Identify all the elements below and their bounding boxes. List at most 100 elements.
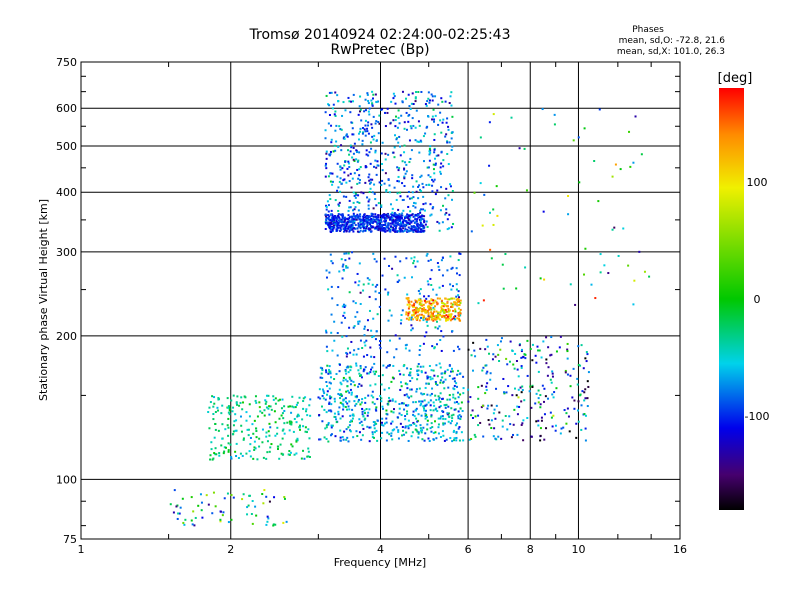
data-point [261,411,264,414]
data-point [373,192,376,195]
data-point [354,395,357,398]
data-point [349,226,352,229]
data-point [406,223,409,226]
data-point [400,385,403,388]
data-point [359,291,362,294]
data-point [414,309,417,312]
data-point [358,383,361,386]
data-point [377,120,380,123]
data-point [566,342,569,345]
data-point [348,225,351,228]
data-point [248,450,251,453]
data-point [380,423,383,426]
data-point [446,412,449,415]
data-point [457,290,460,293]
data-point [399,227,402,230]
data-point [392,220,395,223]
data-point [500,337,503,340]
data-point [336,332,339,335]
data-point [409,367,412,370]
data-point [438,318,441,321]
data-point [434,316,437,319]
data-point [584,357,587,360]
data-point [459,407,462,410]
data-point [467,400,470,403]
data-point [328,104,331,107]
data-point [453,301,456,304]
data-point [381,169,384,172]
data-point [542,210,545,213]
data-point [408,139,411,142]
data-point [325,345,328,348]
data-point [412,413,415,416]
data-point [473,191,476,194]
data-point [462,439,465,442]
data-point [327,440,330,443]
data-point [551,370,554,373]
data-point [443,311,446,314]
data-point [221,423,224,426]
data-point [453,377,456,380]
data-point [230,518,233,521]
data-point [335,418,338,421]
data-point [420,216,423,219]
data-point [375,204,378,207]
data-point [499,348,502,351]
data-point [342,408,345,411]
data-point [404,415,407,418]
data-point [339,220,342,223]
data-point [441,315,444,318]
data-point [368,107,371,110]
data-point [325,152,328,155]
data-point [428,159,431,162]
data-point [427,259,430,262]
data-point [405,224,408,227]
data-point [268,422,271,425]
data-point [268,405,271,408]
data-point [339,168,342,171]
data-point [253,446,256,449]
data-point [353,159,356,162]
data-point [456,317,459,320]
data-point [457,259,460,262]
data-point [355,149,358,152]
data-point [374,93,377,96]
data-point [370,214,373,217]
data-point [459,301,462,304]
data-point [430,213,433,216]
data-point [393,408,396,411]
data-point [418,349,421,352]
data-point [370,394,373,397]
data-point [360,401,363,404]
data-point [442,204,445,207]
data-point [506,428,509,431]
data-point [348,230,351,233]
data-point [366,130,369,133]
data-point [442,422,445,425]
data-point [449,185,452,188]
data-point [397,169,400,172]
data-point [584,397,587,400]
data-point [361,407,364,410]
data-point [392,411,395,414]
data-point [256,458,259,461]
data-point [351,225,354,228]
data-point [607,272,610,275]
data-point [430,308,433,311]
data-point [362,131,365,134]
data-point [367,200,370,203]
data-point [406,216,409,219]
data-point [426,423,429,426]
data-point [228,413,231,416]
data-point [375,173,378,176]
data-point [383,218,386,221]
data-point [422,208,425,211]
data-point [399,260,402,263]
data-point [337,213,340,216]
y-tick-label: 100 [56,473,77,486]
data-point [278,457,281,460]
data-point [214,422,217,425]
data-point [242,401,245,404]
data-point [279,443,282,446]
data-point [402,365,405,368]
